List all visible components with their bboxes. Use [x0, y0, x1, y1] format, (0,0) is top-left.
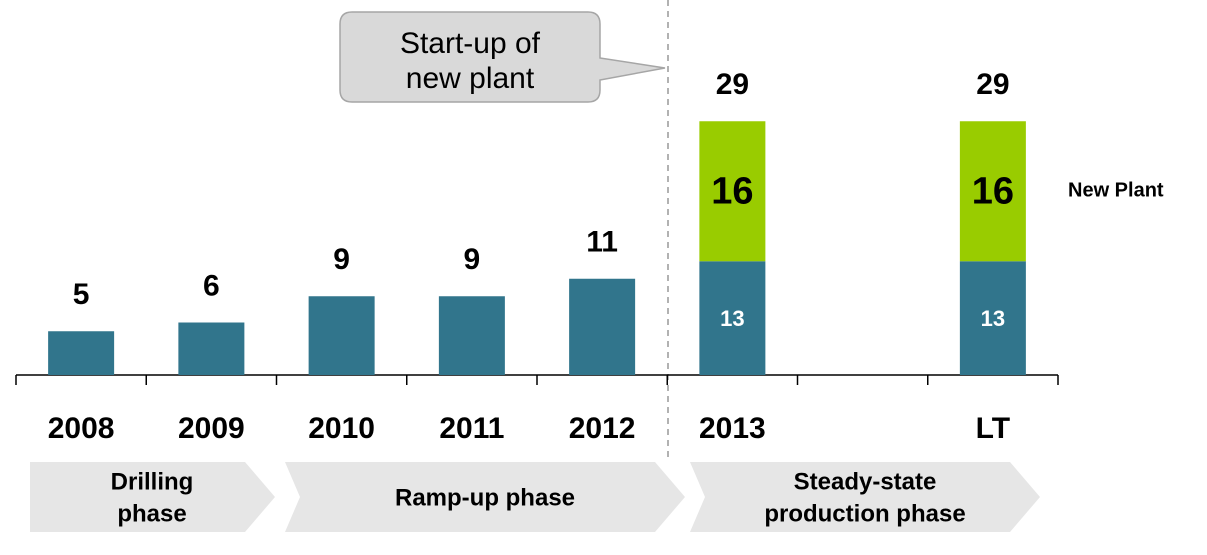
bar-value-label: 13 — [720, 306, 744, 331]
legend-label: New Plant — [1068, 180, 1164, 202]
x-tick-label: 2010 — [308, 412, 375, 445]
bar — [699, 121, 766, 262]
phase-arrow — [30, 462, 275, 532]
callout-box — [339, 11, 666, 103]
bar — [48, 331, 115, 375]
bar-value-label: 11 — [586, 226, 618, 259]
x-tick-label: 2011 — [439, 412, 504, 445]
x-tick-label: 2008 — [48, 412, 115, 445]
annotation: Start-up of — [400, 27, 541, 60]
phase-arrow — [285, 462, 685, 532]
phase-arrow — [690, 462, 1040, 532]
bar — [699, 261, 766, 375]
bar-value-label: 9 — [464, 243, 481, 276]
bar — [308, 296, 375, 375]
phase-label: phase — [117, 500, 186, 527]
phase-label: Ramp-up phase — [395, 484, 575, 511]
annotation: new plant — [406, 62, 535, 95]
phase-label: Steady-state — [794, 468, 937, 495]
bar-value-label: 13 — [981, 306, 1005, 331]
bar — [959, 261, 1026, 375]
bar-value-label: 6 — [203, 269, 220, 302]
x-tick-label: LT — [976, 412, 1010, 445]
bar — [438, 296, 505, 375]
x-tick-label: 2012 — [569, 412, 636, 445]
bar-value-label: 16 — [711, 170, 753, 212]
bar — [178, 322, 245, 375]
bar-value-label: 16 — [972, 170, 1014, 212]
bar — [569, 278, 636, 375]
bar — [959, 121, 1026, 262]
bar-value-label: 9 — [333, 243, 350, 276]
phase-label: production phase — [764, 500, 965, 527]
total-label: 29 — [716, 68, 749, 101]
total-label: 29 — [976, 68, 1009, 101]
x-tick-label: 2013 — [699, 412, 766, 445]
bar-value-label: 5 — [73, 278, 90, 311]
x-tick-label: 2009 — [178, 412, 245, 445]
phase-label: Drilling — [111, 468, 194, 495]
